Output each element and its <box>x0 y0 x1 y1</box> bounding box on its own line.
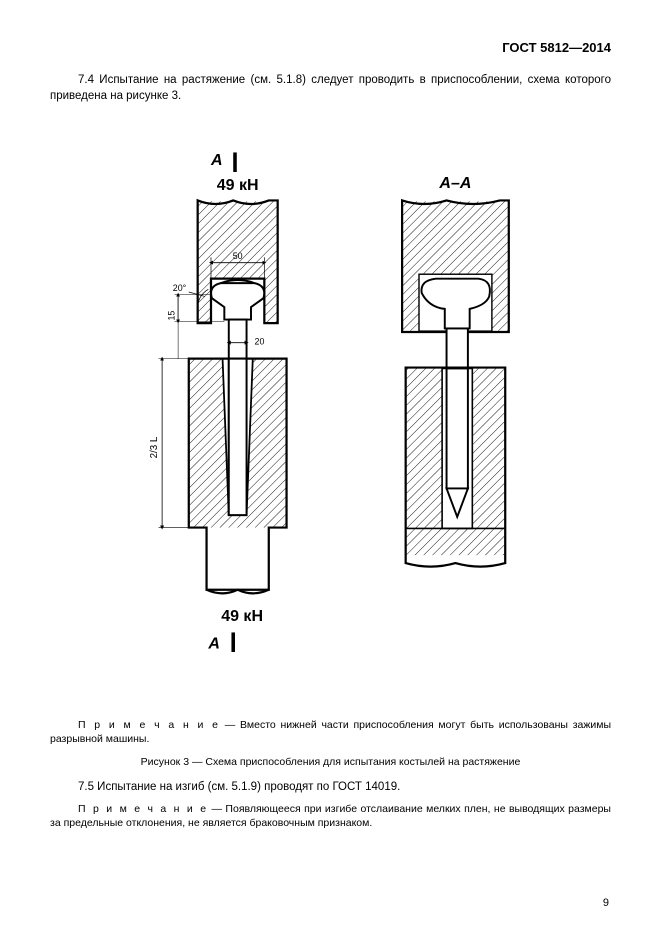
left-view: А 49 кН <box>148 152 286 653</box>
right-view: А–А <box>402 175 509 567</box>
note-1: П р и м е ч а н и е — Вместо нижней част… <box>50 718 611 746</box>
para-7-5: 7.5 Испытание на изгиб (см. 5.1.9) прово… <box>50 780 611 796</box>
dim-20: 20 <box>254 336 264 346</box>
dim-angle: 20° <box>172 283 186 293</box>
force-bottom: 49 кН <box>221 608 263 625</box>
note-2: П р и м е ч а н и е — Появляющееся при и… <box>50 802 611 830</box>
figure-3: А 49 кН <box>50 112 611 712</box>
section-label-top: А <box>210 152 223 169</box>
dim-50: 50 <box>232 251 242 261</box>
doc-header: ГОСТ 5812—2014 <box>50 40 611 55</box>
note2-label: П р и м е ч а н и е <box>78 803 208 815</box>
section-view-label: А–А <box>438 175 471 192</box>
dim-length: 2/3 L <box>148 436 159 458</box>
figure-caption: Рисунок 3 — Схема приспособления для исп… <box>50 756 611 768</box>
dim-15: 15 <box>166 311 176 321</box>
section-label-bottom: А <box>207 635 220 652</box>
para-7-4: 7.4 Испытание на растяжение (см. 5.1.8) … <box>50 73 611 104</box>
force-top: 49 кН <box>216 177 258 194</box>
note1-label: П р и м е ч а н и е <box>78 719 220 731</box>
page-number: 9 <box>603 897 609 909</box>
